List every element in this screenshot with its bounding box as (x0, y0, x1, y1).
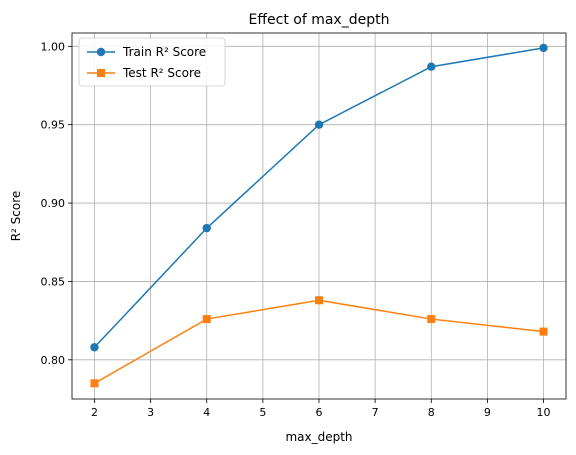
x-tick-label: 5 (259, 406, 266, 419)
y-tick-label: 0.95 (41, 119, 66, 132)
y-tick-label: 0.80 (41, 354, 66, 367)
axis-ticks: 2 3 4 5 6 7 8 9 10 0.80 0.85 0.90 0.95 1.00 (41, 40, 551, 419)
legend-label: Train R² Score (122, 45, 206, 59)
y-axis-label: R² Score (9, 191, 23, 242)
data-point (427, 62, 436, 71)
legend-label: Test R² Score (122, 66, 201, 80)
x-tick-label: 2 (91, 406, 98, 419)
data-point (202, 223, 211, 233)
x-tick-label: 9 (484, 406, 491, 419)
x-tick-label: 7 (372, 406, 379, 419)
chart-title: Effect of max_depth (249, 12, 390, 28)
data-point (539, 43, 548, 53)
x-axis-label: max_depth (285, 430, 352, 444)
data-point (314, 120, 324, 129)
x-tick-label: 10 (537, 406, 551, 419)
y-tick-label: 1.00 (41, 40, 66, 53)
data-point (202, 315, 211, 324)
grid (72, 33, 566, 399)
y-tick-label: 0.90 (41, 197, 66, 210)
plot-frame (71, 32, 567, 400)
legend: Train R² Score Test R² Score (78, 37, 226, 87)
x-tick-label: 6 (316, 406, 323, 419)
x-tick-label: 4 (203, 406, 210, 419)
data-point (90, 343, 99, 352)
data-point (90, 379, 99, 388)
data-point (315, 296, 323, 305)
y-tick-label: 0.85 (41, 275, 66, 288)
x-tick-label: 8 (428, 406, 435, 419)
data-point (427, 315, 436, 324)
data-point (539, 327, 548, 336)
legend-marker (96, 47, 106, 57)
series-layer (90, 43, 548, 388)
legend-box (78, 37, 226, 87)
x-tick-label: 3 (147, 406, 154, 419)
legend-marker (97, 69, 105, 77)
